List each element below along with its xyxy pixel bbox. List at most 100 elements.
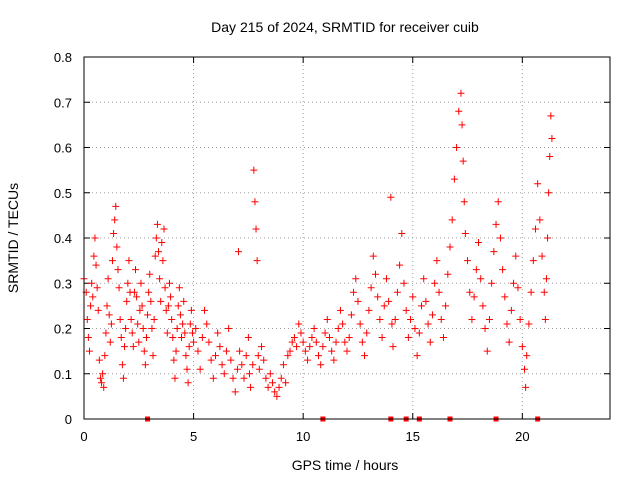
data-point bbox=[134, 320, 142, 328]
x-tick-label: 15 bbox=[406, 429, 420, 444]
data-point bbox=[141, 361, 149, 369]
data-point bbox=[499, 266, 507, 274]
data-point bbox=[352, 275, 360, 283]
grid-lines bbox=[84, 57, 610, 419]
x-tick-label: 5 bbox=[190, 429, 197, 444]
y-tick-label: 0 bbox=[65, 412, 72, 427]
data-point bbox=[183, 365, 191, 373]
data-point bbox=[159, 257, 167, 265]
data-point bbox=[139, 325, 147, 332]
data-point bbox=[127, 315, 135, 323]
data-point bbox=[464, 257, 472, 265]
data-point bbox=[345, 334, 353, 342]
data-point bbox=[233, 365, 241, 373]
data-point bbox=[312, 338, 320, 346]
data-point bbox=[339, 320, 347, 328]
y-axis-label: SRMTID / TECUs bbox=[5, 183, 21, 293]
data-point bbox=[299, 338, 307, 346]
y-tick-label: 0.1 bbox=[54, 367, 72, 382]
data-point bbox=[472, 266, 480, 274]
data-point bbox=[424, 320, 432, 328]
data-point bbox=[167, 293, 175, 301]
data-point bbox=[238, 361, 246, 369]
data-point bbox=[225, 325, 233, 332]
data-point bbox=[231, 388, 239, 396]
data-point bbox=[137, 279, 145, 287]
data-point bbox=[374, 293, 382, 301]
data-point bbox=[266, 370, 274, 378]
data-point bbox=[315, 352, 323, 360]
data-point bbox=[198, 334, 206, 342]
data-point bbox=[527, 288, 535, 296]
data-point bbox=[343, 347, 351, 355]
data-point bbox=[483, 347, 491, 355]
data-point bbox=[222, 347, 230, 355]
data-point bbox=[494, 198, 502, 206]
data-point bbox=[466, 288, 474, 296]
data-point bbox=[273, 392, 281, 400]
data-point bbox=[114, 266, 122, 274]
data-point bbox=[92, 261, 100, 269]
data-point bbox=[260, 356, 268, 364]
data-point bbox=[242, 352, 250, 360]
data-point bbox=[108, 257, 116, 265]
data-point bbox=[117, 334, 125, 342]
data-point bbox=[332, 338, 340, 346]
data-point bbox=[227, 356, 235, 364]
data-point bbox=[367, 284, 375, 292]
data-point bbox=[151, 252, 159, 260]
data-point bbox=[546, 153, 554, 161]
data-point bbox=[523, 352, 531, 360]
data-point bbox=[435, 288, 443, 296]
data-point bbox=[522, 383, 530, 391]
data-point bbox=[254, 352, 262, 360]
data-point bbox=[433, 257, 441, 265]
data-point bbox=[485, 315, 493, 323]
tick-labels: 0 5 10 15 20 0 0.1 0.2 0.3 0.4 0.5 0.6 0.7 0.8 bbox=[54, 50, 530, 444]
data-point bbox=[250, 166, 258, 174]
data-point bbox=[149, 352, 157, 360]
data-point bbox=[501, 293, 509, 301]
data-point bbox=[323, 315, 331, 323]
data-point bbox=[218, 361, 226, 369]
data-point bbox=[279, 361, 287, 369]
data-point bbox=[121, 343, 129, 351]
data-point bbox=[175, 284, 183, 292]
data-point bbox=[209, 374, 217, 382]
data-point bbox=[118, 361, 126, 369]
data-point bbox=[521, 365, 529, 373]
y-tick-label: 0.3 bbox=[54, 276, 72, 291]
data-point bbox=[459, 157, 467, 165]
data-point bbox=[350, 288, 358, 296]
data-point bbox=[84, 334, 92, 342]
data-point bbox=[160, 225, 168, 233]
data-point bbox=[244, 334, 252, 342]
data-point bbox=[174, 302, 182, 310]
data-point bbox=[192, 325, 200, 332]
data-point bbox=[439, 334, 447, 342]
chart-title: Day 215 of 2024, SRMTID for receiver cui… bbox=[211, 19, 479, 35]
data-point bbox=[229, 374, 237, 382]
data-point bbox=[418, 302, 426, 310]
data-point bbox=[135, 338, 143, 346]
data-point bbox=[415, 329, 423, 337]
data-point bbox=[124, 279, 132, 287]
data-point bbox=[176, 311, 184, 319]
data-point bbox=[251, 198, 259, 206]
data-point bbox=[144, 311, 152, 319]
data-point bbox=[358, 338, 366, 346]
data-point bbox=[133, 293, 141, 301]
data-point bbox=[95, 356, 103, 364]
data-point bbox=[450, 175, 458, 183]
data-point bbox=[328, 347, 336, 355]
data-point bbox=[113, 243, 121, 251]
x-axis-label: GPS time / hours bbox=[292, 457, 399, 473]
data-point bbox=[336, 306, 344, 314]
data-point bbox=[477, 275, 485, 283]
data-point bbox=[90, 252, 98, 260]
data-point bbox=[310, 325, 318, 332]
data-point bbox=[347, 311, 355, 319]
data-point bbox=[182, 352, 190, 360]
data-point bbox=[262, 374, 270, 382]
data-point bbox=[132, 266, 140, 274]
